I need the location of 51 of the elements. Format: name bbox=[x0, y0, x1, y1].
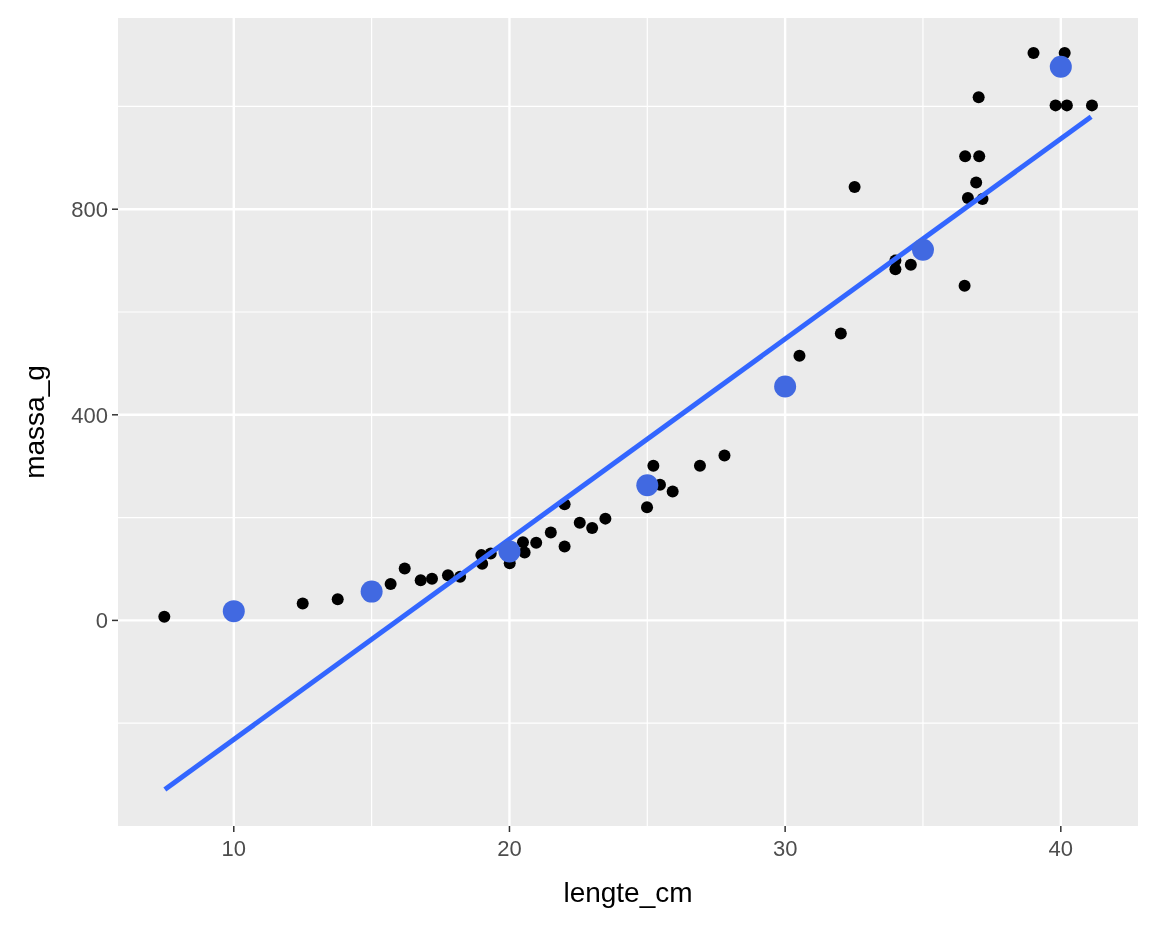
point bbox=[959, 150, 972, 163]
point bbox=[774, 375, 797, 398]
point bbox=[360, 580, 383, 603]
point bbox=[518, 546, 531, 559]
x-axis-title: lengte_cm bbox=[563, 877, 693, 908]
point bbox=[426, 572, 438, 585]
x-tick-label: 10 bbox=[221, 836, 247, 861]
point bbox=[848, 181, 861, 194]
x-tick-label: 20 bbox=[497, 836, 522, 861]
point bbox=[296, 597, 309, 610]
point bbox=[516, 536, 529, 549]
y-tick-label: 0 bbox=[95, 608, 108, 634]
y-tick-label: 800 bbox=[71, 197, 108, 223]
x-tick-label: 30 bbox=[772, 836, 798, 861]
point bbox=[972, 91, 985, 104]
point bbox=[973, 150, 986, 163]
point bbox=[1060, 99, 1073, 112]
point bbox=[641, 501, 654, 514]
x-tick-label: 40 bbox=[1048, 836, 1074, 861]
point bbox=[834, 327, 847, 340]
point bbox=[544, 526, 557, 539]
point bbox=[1027, 46, 1040, 59]
point bbox=[441, 569, 454, 582]
point bbox=[331, 593, 344, 606]
point bbox=[586, 521, 599, 534]
point bbox=[158, 610, 171, 623]
point bbox=[793, 349, 806, 362]
point bbox=[222, 600, 245, 623]
point bbox=[958, 279, 971, 292]
point bbox=[666, 485, 679, 498]
point bbox=[398, 562, 411, 575]
point bbox=[1049, 99, 1062, 112]
point bbox=[636, 474, 659, 497]
point bbox=[693, 459, 706, 472]
point bbox=[599, 512, 612, 525]
point bbox=[647, 459, 660, 472]
point bbox=[904, 258, 917, 271]
point bbox=[498, 540, 521, 563]
point bbox=[1085, 99, 1098, 112]
y-tick-label: 400 bbox=[71, 402, 108, 428]
point bbox=[718, 449, 731, 462]
point bbox=[573, 516, 586, 529]
point bbox=[889, 263, 902, 276]
point bbox=[558, 540, 571, 553]
point bbox=[970, 176, 983, 189]
point bbox=[911, 238, 934, 261]
y-axis-title: massa_g bbox=[19, 365, 50, 479]
point bbox=[530, 536, 543, 549]
point bbox=[1049, 55, 1072, 78]
point bbox=[414, 574, 427, 587]
point bbox=[384, 577, 397, 590]
